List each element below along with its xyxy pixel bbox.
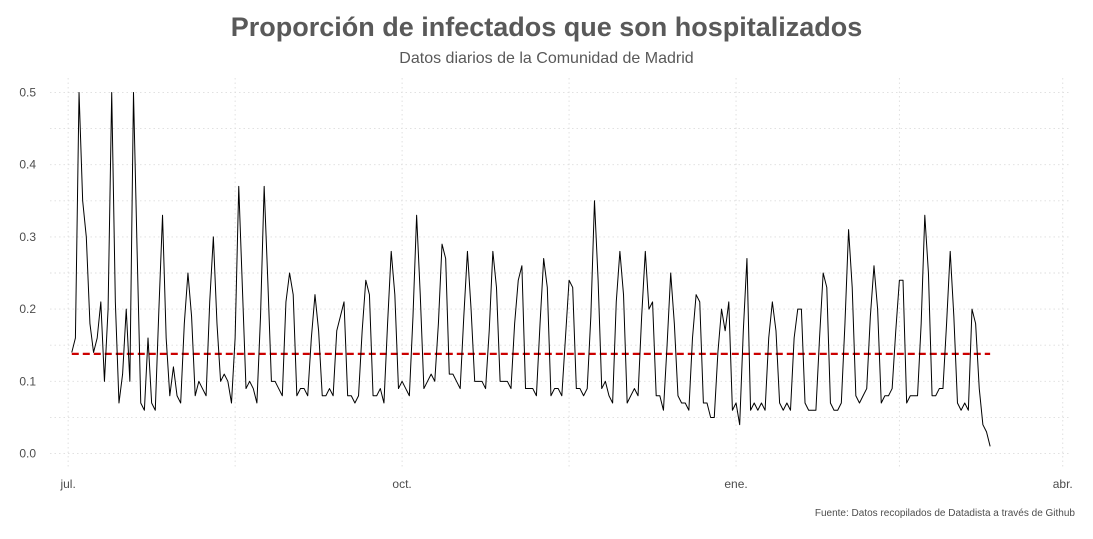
y-tick-label: 0.0 bbox=[19, 447, 36, 461]
y-tick-label: 0.4 bbox=[19, 158, 36, 172]
y-axis-ticks: 0.0 0.1 0.2 0.3 0.4 0.5 bbox=[19, 85, 36, 460]
x-axis-ticks: jul. oct. ene. abr. bbox=[59, 477, 1072, 491]
x-tick-label: abr. bbox=[1053, 477, 1073, 491]
y-tick-label: 0.2 bbox=[19, 302, 36, 316]
chart-title: Proporción de infectados que son hospita… bbox=[230, 12, 863, 42]
chart-caption: Fuente: Datos recopilados de Datadista a… bbox=[814, 508, 1075, 519]
chart-subtitle: Datos diarios de la Comunidad de Madrid bbox=[399, 50, 694, 67]
y-tick-label: 0.5 bbox=[19, 85, 36, 99]
y-tick-label: 0.3 bbox=[19, 230, 36, 244]
grid bbox=[50, 78, 1070, 468]
series-line bbox=[71, 91, 991, 447]
x-tick-label: jul. bbox=[59, 477, 75, 491]
x-tick-label: ene. bbox=[724, 477, 747, 491]
x-tick-label: oct. bbox=[392, 477, 411, 491]
series-layer bbox=[71, 91, 991, 447]
y-tick-label: 0.1 bbox=[19, 374, 36, 388]
